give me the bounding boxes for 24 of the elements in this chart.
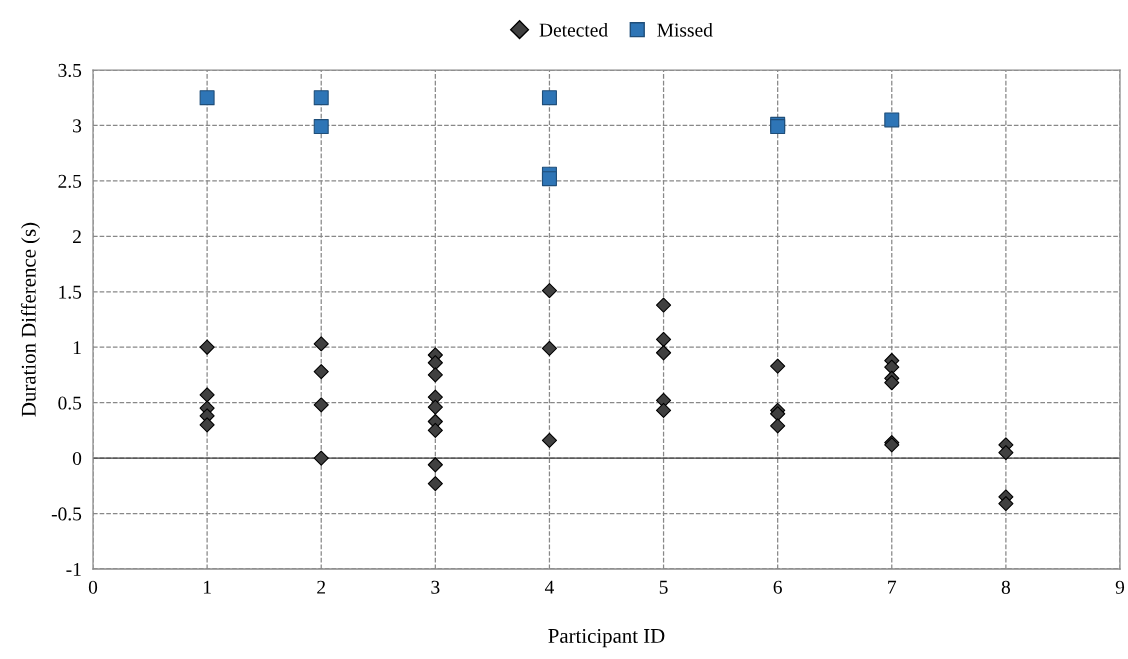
x-tick-label: 0	[88, 580, 98, 594]
x-tick-label: 8	[1001, 580, 1011, 594]
x-tick-label: 4	[544, 580, 554, 594]
x-tick-label: 6	[773, 580, 782, 594]
x-tick-label: 1	[203, 580, 211, 594]
x-tick-label: 2	[317, 580, 326, 594]
y-tick-label: 3	[73, 119, 82, 133]
y-tick-label: 3.5	[58, 63, 82, 78]
y-tick-label: 0	[72, 451, 82, 466]
x-axis-title: Participant ID	[548, 628, 665, 648]
y-tick-label: 2	[73, 230, 81, 244]
x-tick-label: 9	[1115, 580, 1125, 594]
x-tick-label: 5	[659, 580, 668, 594]
y-tick-label: 0.5	[58, 396, 82, 410]
x-tick-label: 3	[431, 580, 440, 594]
y-axis-title: Duration Difference (s)	[20, 222, 40, 417]
legend-label: Detected	[539, 22, 608, 37]
y-tick-label: 2.5	[58, 174, 82, 188]
y-tick-label: 1	[73, 341, 81, 354]
y-tick-label: -0.5	[51, 507, 82, 521]
y-tick-label: -1	[66, 562, 81, 576]
x-tick-label: 7	[888, 580, 897, 594]
y-tick-label: 1.5	[59, 285, 82, 299]
legend-label: Missed	[657, 22, 713, 37]
